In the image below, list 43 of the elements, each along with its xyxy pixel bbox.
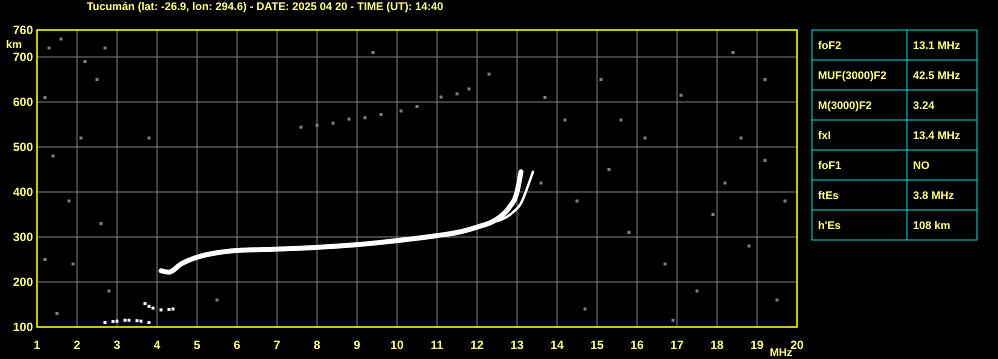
text: 108 km [913,220,950,232]
x-tick-label: 16 [630,338,644,352]
x-tick-label: 19 [750,338,764,352]
text: 42.5 MHz [913,70,960,82]
y-tick-label: 600 [12,95,34,109]
y-tick-label: 700 [12,50,34,64]
category-label: ftEs [818,190,839,202]
x-tick-label: 14 [550,338,564,352]
x-tick-label: 2 [74,338,81,352]
y-axis-title: km [6,39,22,51]
category-label: h'Es [818,220,841,232]
x-tick-label: 18 [710,338,724,352]
x-tick-label: 10 [390,338,404,352]
x-tick-label: 12 [470,338,484,352]
y-tick-label: 500 [12,140,34,154]
x-tick-label: 1 [34,338,41,352]
text: 3.8 MHz [913,190,954,202]
y-tick-label: 400 [12,185,34,199]
x-tick-label: 6 [234,338,241,352]
text: NO [913,160,930,172]
x-tick-label: 4 [154,338,161,352]
x-tick-label: 7 [274,338,281,352]
y-tick-label: 300 [12,230,34,244]
text: 13.1 MHz [913,40,960,52]
y-tick-label: 200 [12,275,34,289]
y-tick-label: 760 [12,23,34,37]
category-label: foF1 [818,160,842,172]
category-label: MUF(3000)F2 [818,70,886,82]
x-tick-label: 17 [670,338,684,352]
text: 3.24 [913,100,934,112]
category-label: foF2 [818,40,842,52]
category-label: fxI [818,130,831,142]
chart-title: Tucumán (lat: -26.9, lon: 294.6) - DATE: 2025 04 20 - TIME (UT): 14:40 [86,1,444,13]
x-tick-label: 15 [590,338,604,352]
x-tick-label: 3 [114,338,121,352]
x-tick-label: 13 [510,338,524,352]
x-tick-label: 11 [430,338,444,352]
y-tick-label: 100 [12,320,34,334]
text: 13.4 MHz [913,130,960,142]
x-tick-label: 9 [354,338,361,352]
x-tick-label: 8 [314,338,321,352]
x-tick-label: 5 [194,338,201,352]
category-label: M(3000)F2 [818,100,872,112]
